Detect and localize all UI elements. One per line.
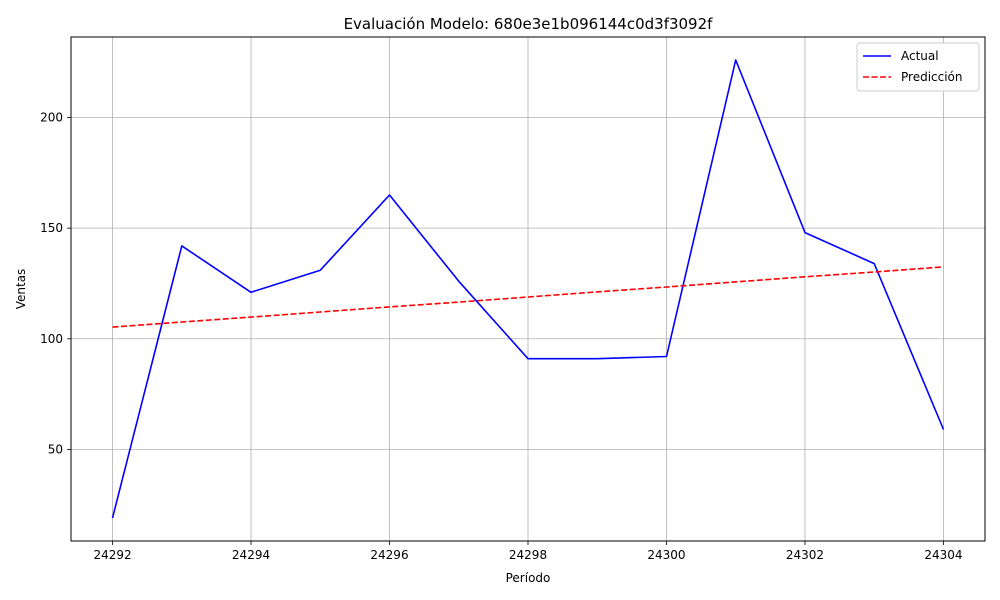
y-tick-label: 50 xyxy=(48,442,63,456)
x-tick-label: 24294 xyxy=(232,548,270,562)
x-tick-label: 24296 xyxy=(370,548,408,562)
y-tick-label: 200 xyxy=(40,111,63,125)
legend: Actual Predicción xyxy=(856,42,980,92)
x-axis-title: Período xyxy=(506,571,551,585)
chart-title: Evaluación Modelo: 680e3e1b096144c0d3f30… xyxy=(344,15,714,33)
x-tick-label: 24302 xyxy=(786,548,824,562)
legend-label: Predicción xyxy=(901,70,963,84)
legend-frame xyxy=(856,42,980,92)
series-line-actual xyxy=(111,59,945,519)
legend-label: Actual xyxy=(901,49,939,63)
series-line-prediccion xyxy=(112,266,944,328)
y-axis-title: Ventas xyxy=(14,269,28,310)
x-tick-label: 24298 xyxy=(509,548,547,562)
y-tick-label: 150 xyxy=(40,221,63,235)
x-tick-label: 24300 xyxy=(647,548,685,562)
series-lines xyxy=(111,59,945,519)
x-tick-label: 24292 xyxy=(93,548,131,562)
y-tick-label: 100 xyxy=(40,332,63,346)
x-tick-label: 24304 xyxy=(924,548,962,562)
axis-ticks: 24292 24294 24296 24298 24300 24302 24304 50 100… xyxy=(40,111,962,562)
grid xyxy=(71,37,985,541)
